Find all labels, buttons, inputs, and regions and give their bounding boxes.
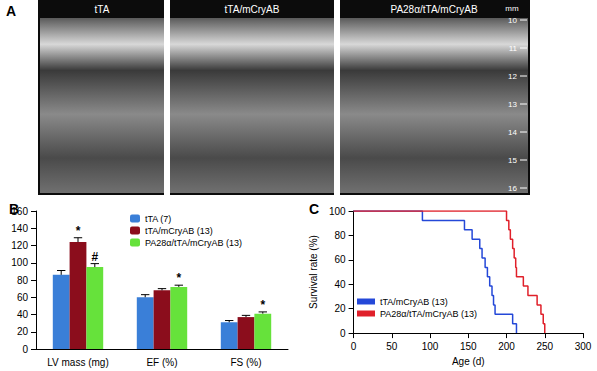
svg-text:PA28α/tTA/mCryAB (13): PA28α/tTA/mCryAB (13) <box>145 238 242 248</box>
svg-text:20: 20 <box>334 303 346 314</box>
svg-text:0: 0 <box>22 344 28 355</box>
svg-text:80: 80 <box>334 230 346 241</box>
svg-text:100: 100 <box>422 341 439 352</box>
svg-text:12: 12 <box>508 72 517 81</box>
svg-text:15: 15 <box>508 156 517 165</box>
svg-text:tTA (7): tTA (7) <box>145 214 171 224</box>
svg-text:0: 0 <box>351 341 357 352</box>
svg-text:C: C <box>309 201 319 217</box>
svg-text:mm: mm <box>505 4 519 13</box>
svg-text:FS (%): FS (%) <box>230 357 261 368</box>
svg-text:Age (d): Age (d) <box>452 356 485 367</box>
svg-text:40: 40 <box>334 279 346 290</box>
svg-text:11: 11 <box>509 44 518 53</box>
svg-text:*: * <box>260 298 265 312</box>
svg-text:60: 60 <box>334 254 346 265</box>
svg-text:0: 0 <box>340 328 346 339</box>
svg-text:150: 150 <box>460 341 477 352</box>
svg-text:300: 300 <box>575 341 592 352</box>
svg-text:100: 100 <box>11 257 28 268</box>
svg-text:tTA: tTA <box>95 4 110 15</box>
svg-text:100: 100 <box>329 206 346 217</box>
svg-text:14: 14 <box>508 128 517 137</box>
svg-text:200: 200 <box>498 341 515 352</box>
svg-text:40: 40 <box>17 309 29 320</box>
svg-text:LV mass (mg): LV mass (mg) <box>47 357 109 368</box>
svg-text:250: 250 <box>536 341 553 352</box>
svg-text:EF (%): EF (%) <box>146 357 177 368</box>
svg-text:*: * <box>176 271 181 285</box>
svg-text:Survival rate (%): Survival rate (%) <box>308 235 319 309</box>
svg-text:tTA/mCryAB: tTA/mCryAB <box>225 4 280 15</box>
svg-text:140: 140 <box>11 223 28 234</box>
svg-text:20: 20 <box>17 326 29 337</box>
svg-text:50: 50 <box>386 341 398 352</box>
svg-text:PA28α/tTA/mCryAB (13): PA28α/tTA/mCryAB (13) <box>380 309 477 319</box>
svg-text:80: 80 <box>17 275 29 286</box>
svg-text:tTA/mCryAB (13): tTA/mCryAB (13) <box>145 226 213 236</box>
svg-text:16: 16 <box>508 184 517 193</box>
svg-text:B: B <box>9 201 19 217</box>
svg-text:60: 60 <box>17 292 29 303</box>
svg-text:13: 13 <box>508 100 517 109</box>
svg-text:*: * <box>76 224 81 238</box>
svg-text:PA28α/tTA/mCryAB: PA28α/tTA/mCryAB <box>390 4 477 15</box>
svg-text:120: 120 <box>11 240 28 251</box>
svg-text:10: 10 <box>508 16 517 25</box>
svg-text:#: # <box>91 250 98 264</box>
svg-text:160: 160 <box>11 205 28 217</box>
svg-text:tTA/mCryAB (13): tTA/mCryAB (13) <box>380 297 448 307</box>
svg-text:A: A <box>6 3 16 19</box>
